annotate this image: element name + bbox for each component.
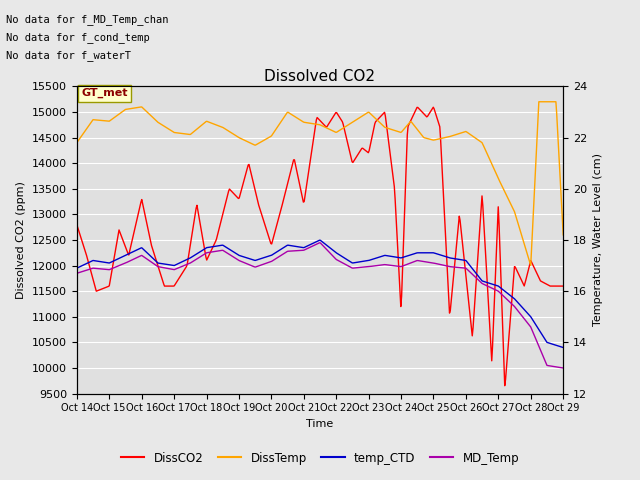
- MD_Temp: [293, 248, 301, 253]
- DissCO2: [159, 278, 166, 284]
- DissTemp: [73, 140, 81, 145]
- MD_Temp: [440, 263, 447, 268]
- MD_Temp: [360, 264, 368, 270]
- Y-axis label: Dissolved CO2 (ppm): Dissolved CO2 (ppm): [17, 181, 26, 299]
- DissCO2: [501, 383, 509, 389]
- temp_CTD: [73, 265, 81, 271]
- Line: DissTemp: DissTemp: [77, 102, 563, 265]
- Line: DissCO2: DissCO2: [77, 107, 563, 386]
- DissCO2: [429, 104, 437, 110]
- DissCO2: [360, 146, 367, 152]
- Legend: DissCO2, DissTemp, temp_CTD, MD_Temp: DissCO2, DissTemp, temp_CTD, MD_Temp: [116, 447, 524, 469]
- temp_CTD: [440, 253, 447, 259]
- temp_CTD: [360, 258, 368, 264]
- DissCO2: [198, 231, 205, 237]
- Text: No data for f_waterT: No data for f_waterT: [6, 50, 131, 61]
- DissCO2: [440, 200, 447, 205]
- MD_Temp: [559, 365, 567, 371]
- MD_Temp: [399, 263, 406, 269]
- DissTemp: [439, 135, 447, 141]
- DissTemp: [527, 263, 534, 268]
- DissTemp: [398, 129, 406, 135]
- Text: No data for f_cond_temp: No data for f_cond_temp: [6, 32, 150, 43]
- DissTemp: [198, 122, 205, 128]
- Line: MD_Temp: MD_Temp: [77, 243, 563, 368]
- DissTemp: [360, 112, 367, 118]
- Y-axis label: Temperature, Water Level (cm): Temperature, Water Level (cm): [593, 154, 603, 326]
- DissTemp: [159, 122, 166, 128]
- DissTemp: [535, 99, 543, 105]
- MD_Temp: [73, 270, 81, 276]
- temp_CTD: [559, 345, 567, 350]
- Title: Dissolved CO2: Dissolved CO2: [264, 69, 376, 84]
- MD_Temp: [316, 240, 323, 246]
- temp_CTD: [198, 248, 205, 253]
- temp_CTD: [399, 254, 406, 260]
- Text: GT_met: GT_met: [82, 88, 128, 98]
- temp_CTD: [293, 244, 301, 250]
- MD_Temp: [198, 253, 205, 259]
- DissCO2: [559, 283, 567, 289]
- Text: No data for f_MD_Temp_chan: No data for f_MD_Temp_chan: [6, 13, 169, 24]
- temp_CTD: [159, 261, 166, 267]
- DissCO2: [398, 293, 406, 299]
- Line: temp_CTD: temp_CTD: [77, 240, 563, 348]
- DissCO2: [73, 222, 81, 228]
- MD_Temp: [159, 264, 166, 270]
- temp_CTD: [316, 237, 323, 243]
- DissTemp: [293, 115, 301, 121]
- DissCO2: [293, 168, 301, 174]
- DissTemp: [559, 232, 567, 238]
- X-axis label: Time: Time: [307, 419, 333, 429]
